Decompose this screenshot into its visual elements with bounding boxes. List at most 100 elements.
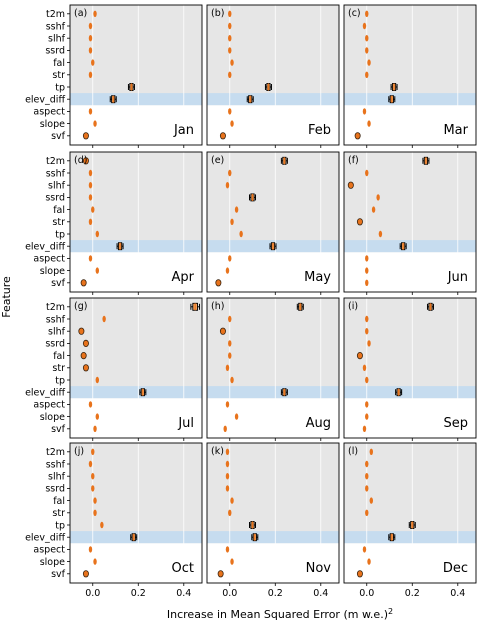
importance-mark-ssrd xyxy=(88,194,93,201)
point xyxy=(80,279,87,287)
importance-mark-tp xyxy=(378,230,383,238)
panel-frame xyxy=(343,4,477,146)
point xyxy=(369,448,374,455)
feature-label-slhf: slhf xyxy=(48,34,66,45)
month-label: Sep xyxy=(443,416,468,431)
x-axis-title-text: Increase in Mean Squared Error (m w.e.) xyxy=(167,608,388,621)
feature-label-tp: tp xyxy=(55,375,65,386)
feature-label-slope: slope xyxy=(40,119,65,130)
point xyxy=(225,448,230,455)
importance-mark-str xyxy=(365,71,369,79)
importance-mark-t2m xyxy=(280,156,288,165)
point xyxy=(217,570,224,578)
point xyxy=(102,315,106,323)
importance-mark-tp xyxy=(365,376,369,384)
importance-mark-slope xyxy=(230,558,234,565)
importance-mark-ssrd xyxy=(376,194,380,201)
highlight-band xyxy=(344,240,476,253)
point xyxy=(371,206,376,213)
importance-mark-sshf xyxy=(365,169,369,177)
point xyxy=(367,558,371,565)
point xyxy=(225,267,230,274)
importance-mark-fal xyxy=(91,59,95,66)
point xyxy=(88,194,93,201)
point xyxy=(356,218,363,226)
importance-mark-slope xyxy=(95,267,100,274)
importance-mark-svf xyxy=(82,132,89,140)
importance-mark-elev_diff xyxy=(388,533,396,542)
feature-label-aspect: aspect xyxy=(33,545,65,556)
feature-label-sshf: sshf xyxy=(46,168,66,179)
feature-label-svf: svf xyxy=(51,131,66,142)
panel-letter: (a) xyxy=(74,8,87,19)
point xyxy=(88,255,93,262)
point xyxy=(362,108,367,115)
x-tick-label: 0.0 xyxy=(359,588,374,599)
feature-label-svf: svf xyxy=(51,569,66,580)
panel-letter: (f) xyxy=(348,155,359,166)
x-tick-label: 0.4 xyxy=(450,588,465,599)
feature-label-elev_diff: elev_diff xyxy=(25,95,65,106)
highlight-band xyxy=(70,386,202,399)
panel-feb: (b) Feb xyxy=(206,4,340,148)
point xyxy=(93,509,97,516)
point xyxy=(91,485,95,492)
importance-mark-fal xyxy=(230,59,234,66)
month-label: Jul xyxy=(177,416,194,431)
importance-mark-fal xyxy=(369,497,374,504)
panel-sep: (i) Sep xyxy=(343,297,477,441)
point xyxy=(91,448,95,455)
importance-mark-t2m xyxy=(426,302,434,311)
importance-mark-t2m xyxy=(93,10,97,17)
panel-dec: (l) Dec 0.0 0.2 0.4 xyxy=(343,442,477,599)
point xyxy=(95,267,100,274)
importance-mark-tp xyxy=(100,521,104,529)
importance-mark-svf xyxy=(82,570,89,578)
feature-label-aspect: aspect xyxy=(33,254,65,265)
month-label: Jun xyxy=(447,270,468,285)
point xyxy=(365,485,369,492)
point xyxy=(367,120,371,127)
importance-mark-svf xyxy=(93,425,97,432)
importance-mark-slhf xyxy=(91,473,95,480)
importance-mark-slhf xyxy=(365,35,369,42)
point xyxy=(239,230,243,238)
importance-mark-svf xyxy=(223,425,227,432)
importance-mark-ssrd xyxy=(91,485,95,492)
point xyxy=(365,10,369,17)
x-tick-label: 0.2 xyxy=(131,588,146,599)
point xyxy=(93,425,97,432)
importance-mark-slhf xyxy=(225,182,230,189)
point xyxy=(225,546,230,553)
panel-letter: (e) xyxy=(211,155,224,166)
importance-mark-str xyxy=(93,509,97,516)
importance-mark-aspect xyxy=(88,255,93,262)
importance-mark-t2m xyxy=(365,10,369,17)
point xyxy=(234,206,239,213)
panel-frame xyxy=(343,442,477,584)
point xyxy=(230,120,234,127)
point xyxy=(230,558,234,565)
feature-label-fal: fal xyxy=(53,58,65,69)
importance-mark-fal xyxy=(228,352,232,359)
point xyxy=(228,255,232,262)
importance-mark-slhf xyxy=(365,473,369,480)
panel-jun: (f) Jun xyxy=(343,151,477,295)
importance-mark-elev_diff xyxy=(139,388,147,397)
feature-label-ssrd: ssrd xyxy=(45,339,65,350)
point xyxy=(88,47,93,54)
month-label: Aug xyxy=(306,416,331,431)
point xyxy=(95,376,100,384)
feature-label-tp: tp xyxy=(55,520,65,531)
point xyxy=(365,509,369,516)
importance-mark-sshf xyxy=(88,460,93,468)
panel-may: (e) May xyxy=(206,151,340,295)
point xyxy=(354,132,361,140)
panel-frame xyxy=(343,151,477,293)
feature-label-t2m: t2m xyxy=(46,9,65,20)
highlight-band xyxy=(344,93,476,106)
importance-mark-tp xyxy=(230,376,234,384)
importance-mark-t2m xyxy=(225,448,230,455)
point xyxy=(223,425,227,432)
